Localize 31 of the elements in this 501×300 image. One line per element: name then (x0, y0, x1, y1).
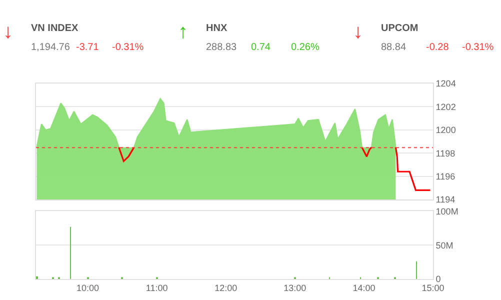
text: -3.71 (76, 42, 100, 53)
y-tick-label: 1198 (436, 148, 456, 158)
bar (36, 276, 38, 279)
text: UPCOM (381, 23, 418, 34)
text: ↓ (353, 21, 363, 43)
y-tick-label: 0 (436, 274, 441, 284)
y-tick-label: 50M (436, 240, 454, 250)
x-tick-label: 10:00 (76, 282, 100, 293)
text: 1,194.76 (31, 42, 70, 53)
text: -0.31% (112, 42, 144, 53)
y-tick-label: 1202 (436, 102, 456, 112)
x-tick-label: 14:00 (352, 282, 376, 293)
text: ↓ (3, 21, 13, 43)
x-tick-label: 11:00 (146, 282, 168, 293)
y-tick-label: 100M (436, 206, 458, 216)
y-tick-label: 1196 (436, 171, 456, 182)
text: -0.28 (426, 42, 450, 53)
y-tick-label: 1204 (436, 78, 456, 89)
text: 0.74 (251, 42, 271, 53)
y-tick-label: 1194 (436, 194, 456, 205)
text: VN INDEX (31, 23, 79, 34)
text: 288.83 (206, 42, 238, 53)
y-tick-label: 1200 (436, 125, 456, 136)
x-tick-label: 12:00 (214, 282, 238, 293)
text: 0.26% (291, 42, 320, 53)
x-tick-label: 15:00 (422, 282, 444, 293)
text: HNX (206, 23, 228, 34)
text: 88.84 (381, 42, 406, 53)
text: -0.31% (462, 42, 494, 53)
x-tick-label: 13:00 (284, 282, 306, 293)
text: ↑ (178, 21, 188, 43)
